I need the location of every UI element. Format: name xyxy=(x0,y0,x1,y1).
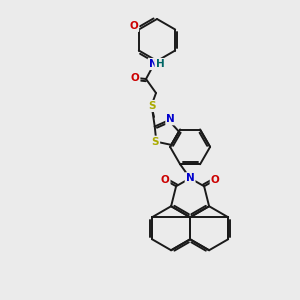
Text: O: O xyxy=(130,73,140,83)
Text: O: O xyxy=(129,21,138,31)
Text: N: N xyxy=(186,173,194,183)
Text: O: O xyxy=(211,175,220,185)
Text: H: H xyxy=(156,59,164,69)
Text: N: N xyxy=(166,114,175,124)
Text: O: O xyxy=(161,175,170,185)
Text: S: S xyxy=(152,137,159,147)
Text: N: N xyxy=(148,59,158,69)
Text: S: S xyxy=(148,101,156,111)
